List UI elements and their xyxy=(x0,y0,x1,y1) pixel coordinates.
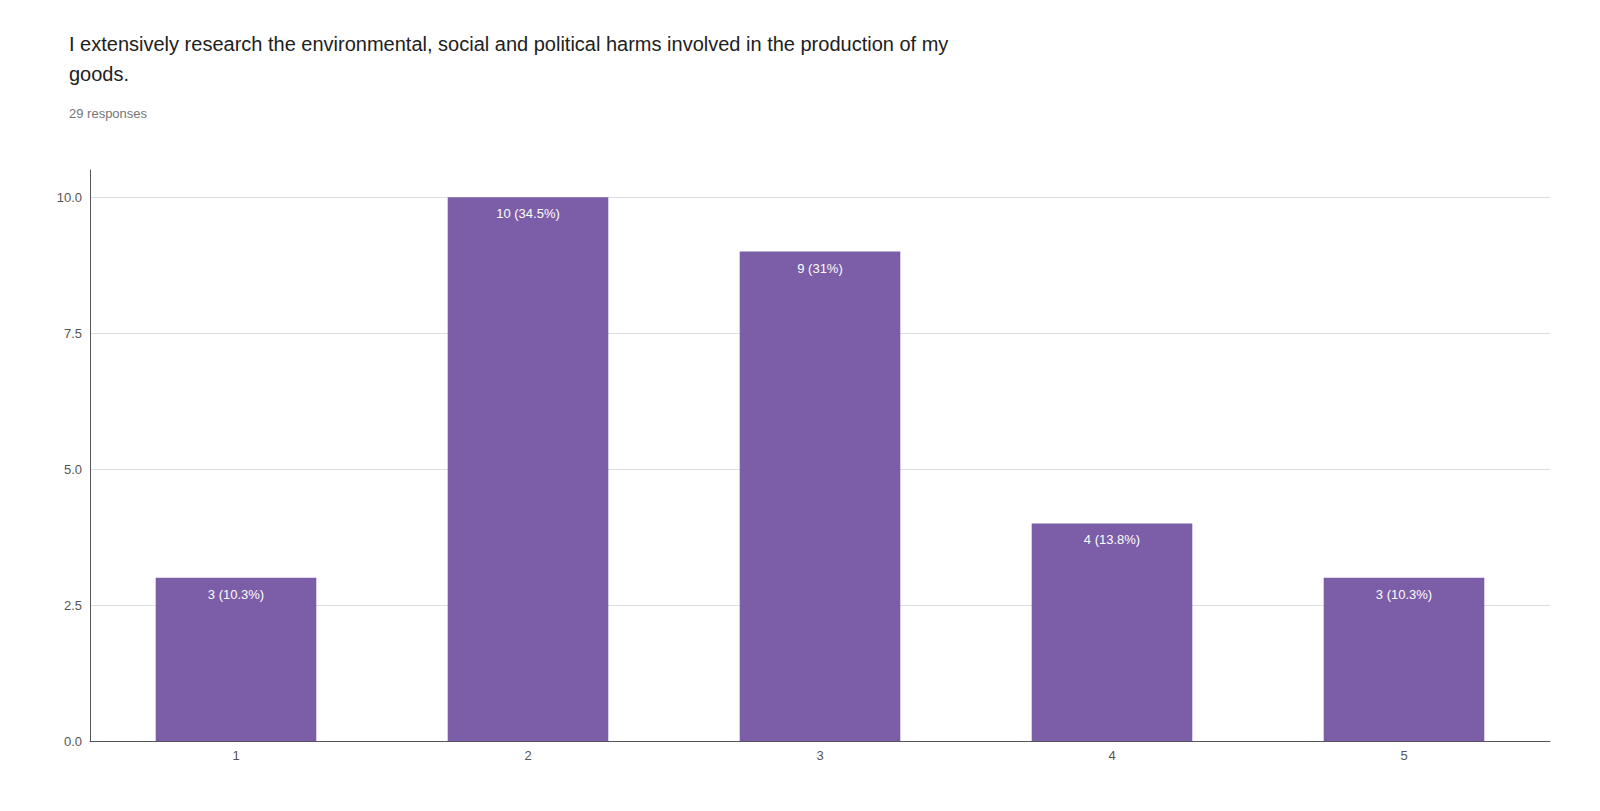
svg-text:3 (10.3%): 3 (10.3%) xyxy=(1376,587,1432,602)
svg-text:goods.: goods. xyxy=(69,63,129,85)
svg-text:0.0: 0.0 xyxy=(64,734,82,749)
svg-text:5.0: 5.0 xyxy=(64,462,82,477)
svg-text:2.5: 2.5 xyxy=(64,598,82,613)
svg-text:3 (10.3%): 3 (10.3%) xyxy=(208,587,264,602)
svg-text:9 (31%): 9 (31%) xyxy=(797,261,843,276)
svg-text:10.0: 10.0 xyxy=(57,190,82,205)
svg-text:5: 5 xyxy=(1400,748,1407,763)
svg-text:4 (13.8%): 4 (13.8%) xyxy=(1084,532,1140,547)
svg-text:1: 1 xyxy=(232,748,239,763)
svg-text:I extensively research the env: I extensively research the environmental… xyxy=(69,33,948,55)
svg-text:10 (34.5%): 10 (34.5%) xyxy=(496,206,560,221)
svg-text:7.5: 7.5 xyxy=(64,326,82,341)
svg-text:4: 4 xyxy=(1108,748,1115,763)
svg-text:29 responses: 29 responses xyxy=(69,106,148,121)
svg-text:3: 3 xyxy=(816,748,823,763)
svg-text:2: 2 xyxy=(524,748,531,763)
